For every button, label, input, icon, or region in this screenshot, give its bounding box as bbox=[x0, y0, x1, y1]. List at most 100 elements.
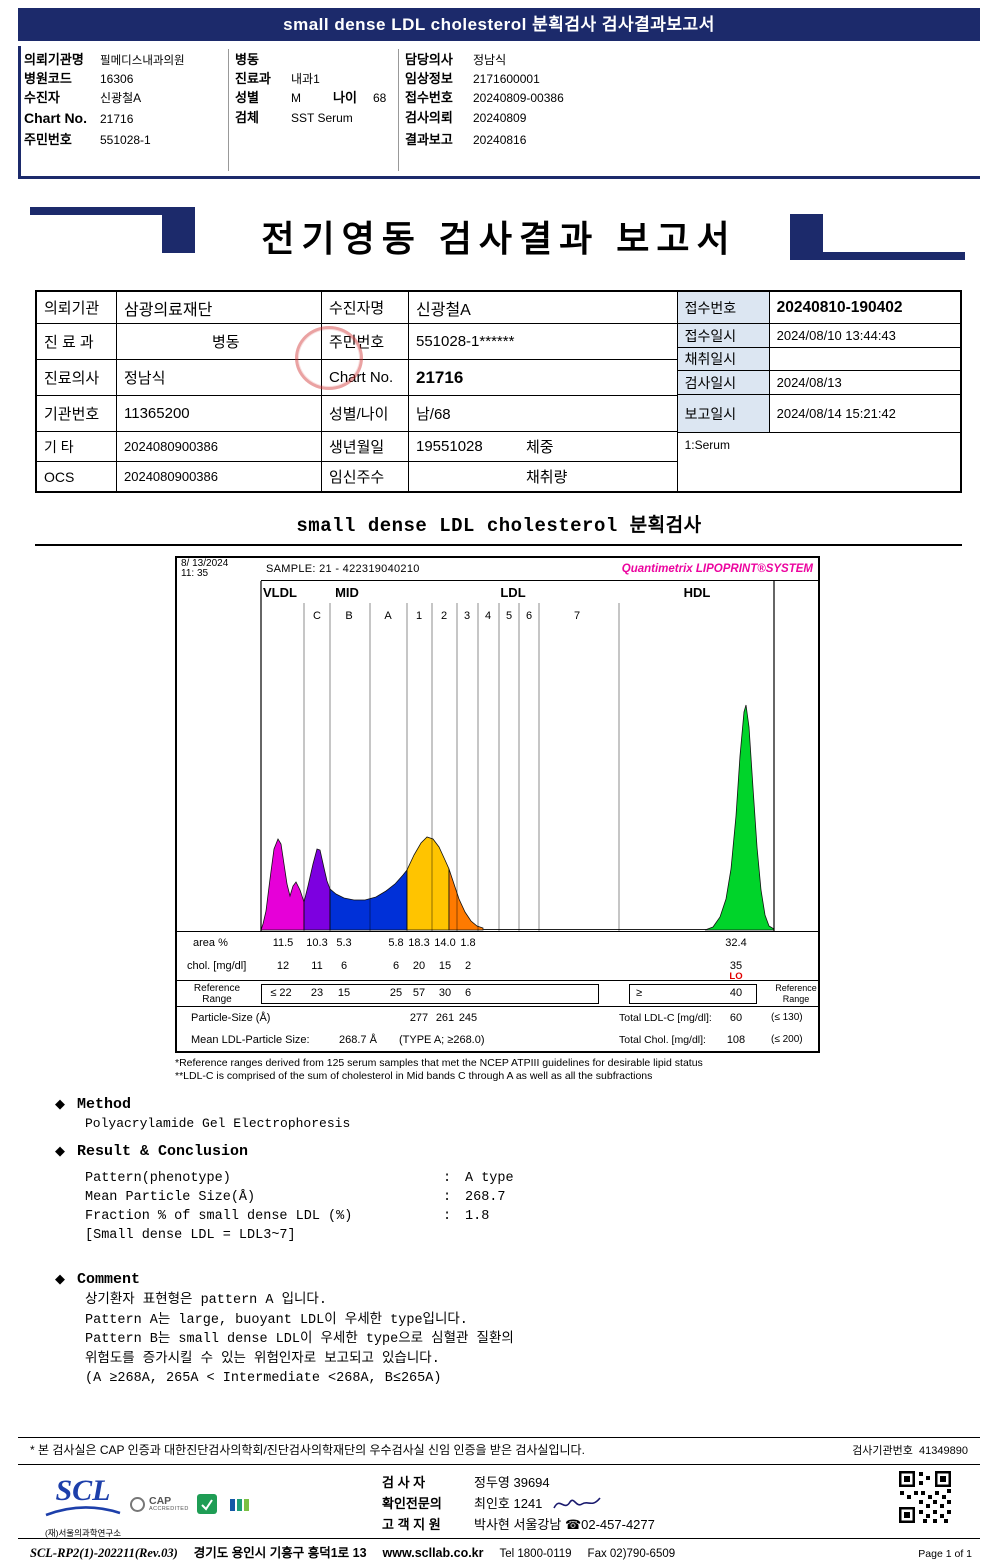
comment-heading-row: ◆ Comment bbox=[55, 1271, 795, 1288]
footer-divider bbox=[18, 1437, 980, 1438]
chart-data-rows: area % 11.5 10.3 5.3 5.8 18.3 14.0 1.8 3… bbox=[177, 931, 818, 1051]
field-label: 결과보고 bbox=[405, 132, 453, 147]
header-column-divider bbox=[398, 49, 399, 171]
table-row: 의뢰기관 삼광의료재단 수진자명 신광철A bbox=[37, 292, 678, 324]
header-field: 검체 SST Serum bbox=[235, 107, 386, 129]
cap-circle-icon bbox=[130, 1496, 145, 1512]
ldl-band-3: 3 bbox=[464, 610, 470, 622]
reference-range-row: Reference Range ≤ 22 23 15 25 57 30 6 ≥ … bbox=[177, 980, 818, 1007]
cell-value: 2024/08/14 15:21:42 bbox=[776, 406, 896, 421]
row-label: Mean LDL-Particle Size: bbox=[191, 1034, 310, 1046]
qr-code bbox=[898, 1470, 952, 1524]
chol-value-hdl: 35 bbox=[729, 960, 743, 972]
cell-label: OCS bbox=[37, 462, 117, 491]
total-chol-value: 108 bbox=[726, 1034, 746, 1046]
table-row: 검사일시 2024/08/13 bbox=[677, 371, 960, 395]
org-number: 검사기관번호 41349890 bbox=[852, 1442, 968, 1458]
total-chol-label: Total Chol. [mg/dl]: bbox=[619, 1034, 706, 1046]
result-row: Pattern(phenotype) : A type bbox=[85, 1169, 795, 1188]
method-section: ◆ Method Polyacrylamide Gel Electrophore… bbox=[55, 1096, 795, 1389]
area-value: 18.3 bbox=[408, 937, 430, 949]
band-header-hdl: HDL bbox=[684, 585, 711, 600]
densitometry-trace: VLDL MID LDL HDL C B A 1 2 3 4 5 6 7 bbox=[260, 581, 775, 931]
cell-value: 2024/08/10 13:44:43 bbox=[776, 328, 896, 343]
physician-signature bbox=[553, 1496, 602, 1508]
cap-label: CAP bbox=[149, 1495, 172, 1507]
scl-logo: SCL (재)서울의과학연구소 bbox=[38, 1476, 128, 1539]
ldl-band-6: 6 bbox=[526, 610, 532, 622]
chart-header: 8/ 13/2024 11: 35 SAMPLE: 21 - 422319040… bbox=[177, 558, 818, 581]
mid-band-a: A bbox=[384, 610, 392, 622]
midba-region bbox=[329, 868, 408, 931]
header-rule bbox=[18, 176, 980, 179]
footer-divider bbox=[18, 1464, 980, 1465]
colon: : bbox=[443, 1171, 452, 1186]
cap-accredited-logo: CAP ACCREDITED bbox=[130, 1496, 189, 1512]
field-label: 성별 bbox=[235, 90, 259, 105]
area-value-hdl: 32.4 bbox=[725, 937, 747, 949]
field-label: 병원코드 bbox=[24, 71, 72, 86]
row-label: Particle-Size (Å) bbox=[191, 1012, 271, 1024]
field-label: 진료과 bbox=[235, 71, 271, 86]
banner-decoration bbox=[823, 252, 965, 260]
vldl-peak bbox=[260, 838, 305, 931]
lipoprint-chart: 8/ 13/2024 11: 35 SAMPLE: 21 - 422319040… bbox=[175, 556, 820, 1083]
cell-value: 21716 bbox=[409, 360, 678, 395]
field-label: Chart No. bbox=[24, 110, 87, 126]
comment-line: Pattern B는 small dense LDL이 우세한 type으로 심… bbox=[85, 1332, 514, 1347]
cap-sublabel: ACCREDITED bbox=[149, 1506, 189, 1512]
mid-band-c: C bbox=[313, 610, 321, 622]
report-title: small dense LDL cholesterol 분획검사 검사결과보고서 bbox=[283, 15, 715, 34]
result-heading-row: ◆ Result & Conclusion bbox=[55, 1143, 795, 1160]
particle-size: 261 bbox=[435, 1012, 455, 1024]
particle-size: 277 bbox=[409, 1012, 429, 1024]
mid-band-b: B bbox=[345, 610, 352, 622]
result-value: A type bbox=[465, 1171, 514, 1186]
diamond-bullet-icon: ◆ bbox=[55, 1097, 65, 1112]
serum-note: 1:Serum bbox=[684, 438, 730, 452]
cap-logo-text: CAP ACCREDITED bbox=[149, 1496, 189, 1512]
banner-decoration bbox=[790, 214, 823, 260]
cell-label: 채취일시 bbox=[677, 348, 770, 370]
comment-heading: Comment bbox=[77, 1271, 141, 1288]
cell-label: 진 료 과 bbox=[37, 324, 117, 359]
header-field: 병원코드 16306 bbox=[24, 69, 185, 88]
total-ldl-label: Total LDL-C [mg/dl]: bbox=[619, 1012, 712, 1024]
order-info-left: 의뢰기관 삼광의료재단 수진자명 신광철A 진 료 과 병동 주민번호 5510… bbox=[37, 292, 678, 491]
comment-line: 상기환자 표현형은 pattern A 입니다. bbox=[85, 1293, 327, 1308]
area-value: 11.5 bbox=[272, 937, 294, 949]
result-label: Mean Particle Size(Å) bbox=[85, 1190, 256, 1205]
chol-value: 11 bbox=[311, 960, 323, 972]
lab-website: www.scllab.co.kr bbox=[382, 1546, 484, 1560]
patient-header-col2: 병동 진료과 내과1 성별 M 나이 68 검체 SST Serum bbox=[235, 50, 386, 129]
field-value: SST Serum bbox=[291, 111, 353, 125]
total-ldl-ref: (≤ 130) bbox=[771, 1012, 803, 1023]
field-label: 임상정보 bbox=[405, 71, 453, 86]
mean-size-value: 268.7 Å bbox=[339, 1034, 377, 1046]
accreditation-logo-1 bbox=[197, 1494, 217, 1514]
field-value: M bbox=[291, 91, 301, 105]
field-value: 내과1 bbox=[291, 72, 320, 86]
cell-value: 11365200 bbox=[117, 396, 322, 431]
particle-size: 245 bbox=[458, 1012, 478, 1024]
ref-value: 57 bbox=[412, 987, 426, 999]
cell-label: 진료의사 bbox=[37, 360, 117, 395]
field-label: 접수번호 bbox=[405, 90, 453, 105]
field-label: 나이 bbox=[333, 90, 357, 105]
total-chol-ref: (≤ 200) bbox=[771, 1034, 803, 1045]
cell-value: 551028-1****** bbox=[409, 324, 678, 359]
ref-value: 25 bbox=[389, 987, 403, 999]
band-divider-lines bbox=[303, 603, 620, 931]
section-title: small dense LDL cholesterol 분획검사 bbox=[296, 515, 702, 537]
cell-value bbox=[770, 348, 960, 370]
field-value: 21716 bbox=[100, 112, 134, 126]
chart-date: 8/ 13/2024 bbox=[181, 558, 229, 569]
diamond-bullet-icon: ◆ bbox=[55, 1272, 65, 1287]
cell-value: 2024/08/13 bbox=[776, 375, 842, 390]
reference-box-left bbox=[261, 984, 599, 1004]
area-value: 5.8 bbox=[388, 937, 404, 949]
chart-plot: VLDL MID LDL HDL C B A 1 2 3 4 5 6 7 bbox=[177, 581, 818, 931]
diamond-bullet-icon: ◆ bbox=[55, 1144, 65, 1159]
report-banner: 전기영동 검사결과 보고서 bbox=[18, 204, 980, 276]
